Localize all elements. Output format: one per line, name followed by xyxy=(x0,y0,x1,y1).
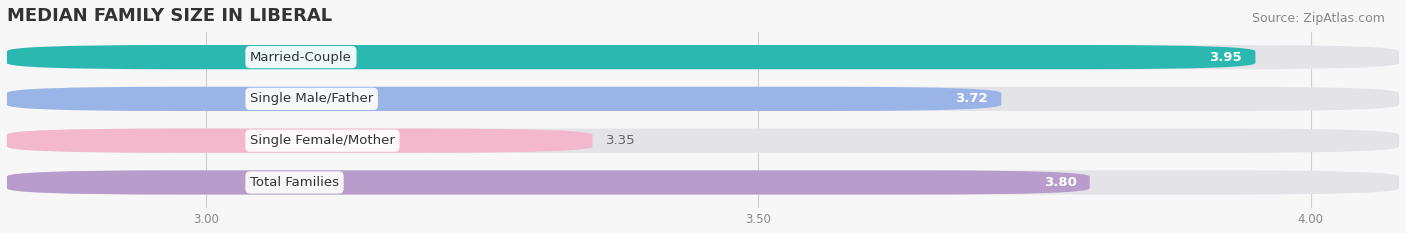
Text: Total Families: Total Families xyxy=(250,176,339,189)
FancyBboxPatch shape xyxy=(7,170,1090,195)
Text: Single Male/Father: Single Male/Father xyxy=(250,93,373,105)
Text: Married-Couple: Married-Couple xyxy=(250,51,352,64)
Text: 3.80: 3.80 xyxy=(1043,176,1077,189)
FancyBboxPatch shape xyxy=(7,87,1001,111)
Text: 3.72: 3.72 xyxy=(956,93,988,105)
FancyBboxPatch shape xyxy=(7,129,592,153)
Text: 3.95: 3.95 xyxy=(1209,51,1241,64)
FancyBboxPatch shape xyxy=(7,45,1256,69)
FancyBboxPatch shape xyxy=(7,170,1399,195)
Text: MEDIAN FAMILY SIZE IN LIBERAL: MEDIAN FAMILY SIZE IN LIBERAL xyxy=(7,7,332,25)
Text: Single Female/Mother: Single Female/Mother xyxy=(250,134,395,147)
Text: Source: ZipAtlas.com: Source: ZipAtlas.com xyxy=(1251,12,1385,25)
Text: 3.35: 3.35 xyxy=(606,134,636,147)
FancyBboxPatch shape xyxy=(7,129,1399,153)
FancyBboxPatch shape xyxy=(7,87,1399,111)
FancyBboxPatch shape xyxy=(7,45,1399,69)
